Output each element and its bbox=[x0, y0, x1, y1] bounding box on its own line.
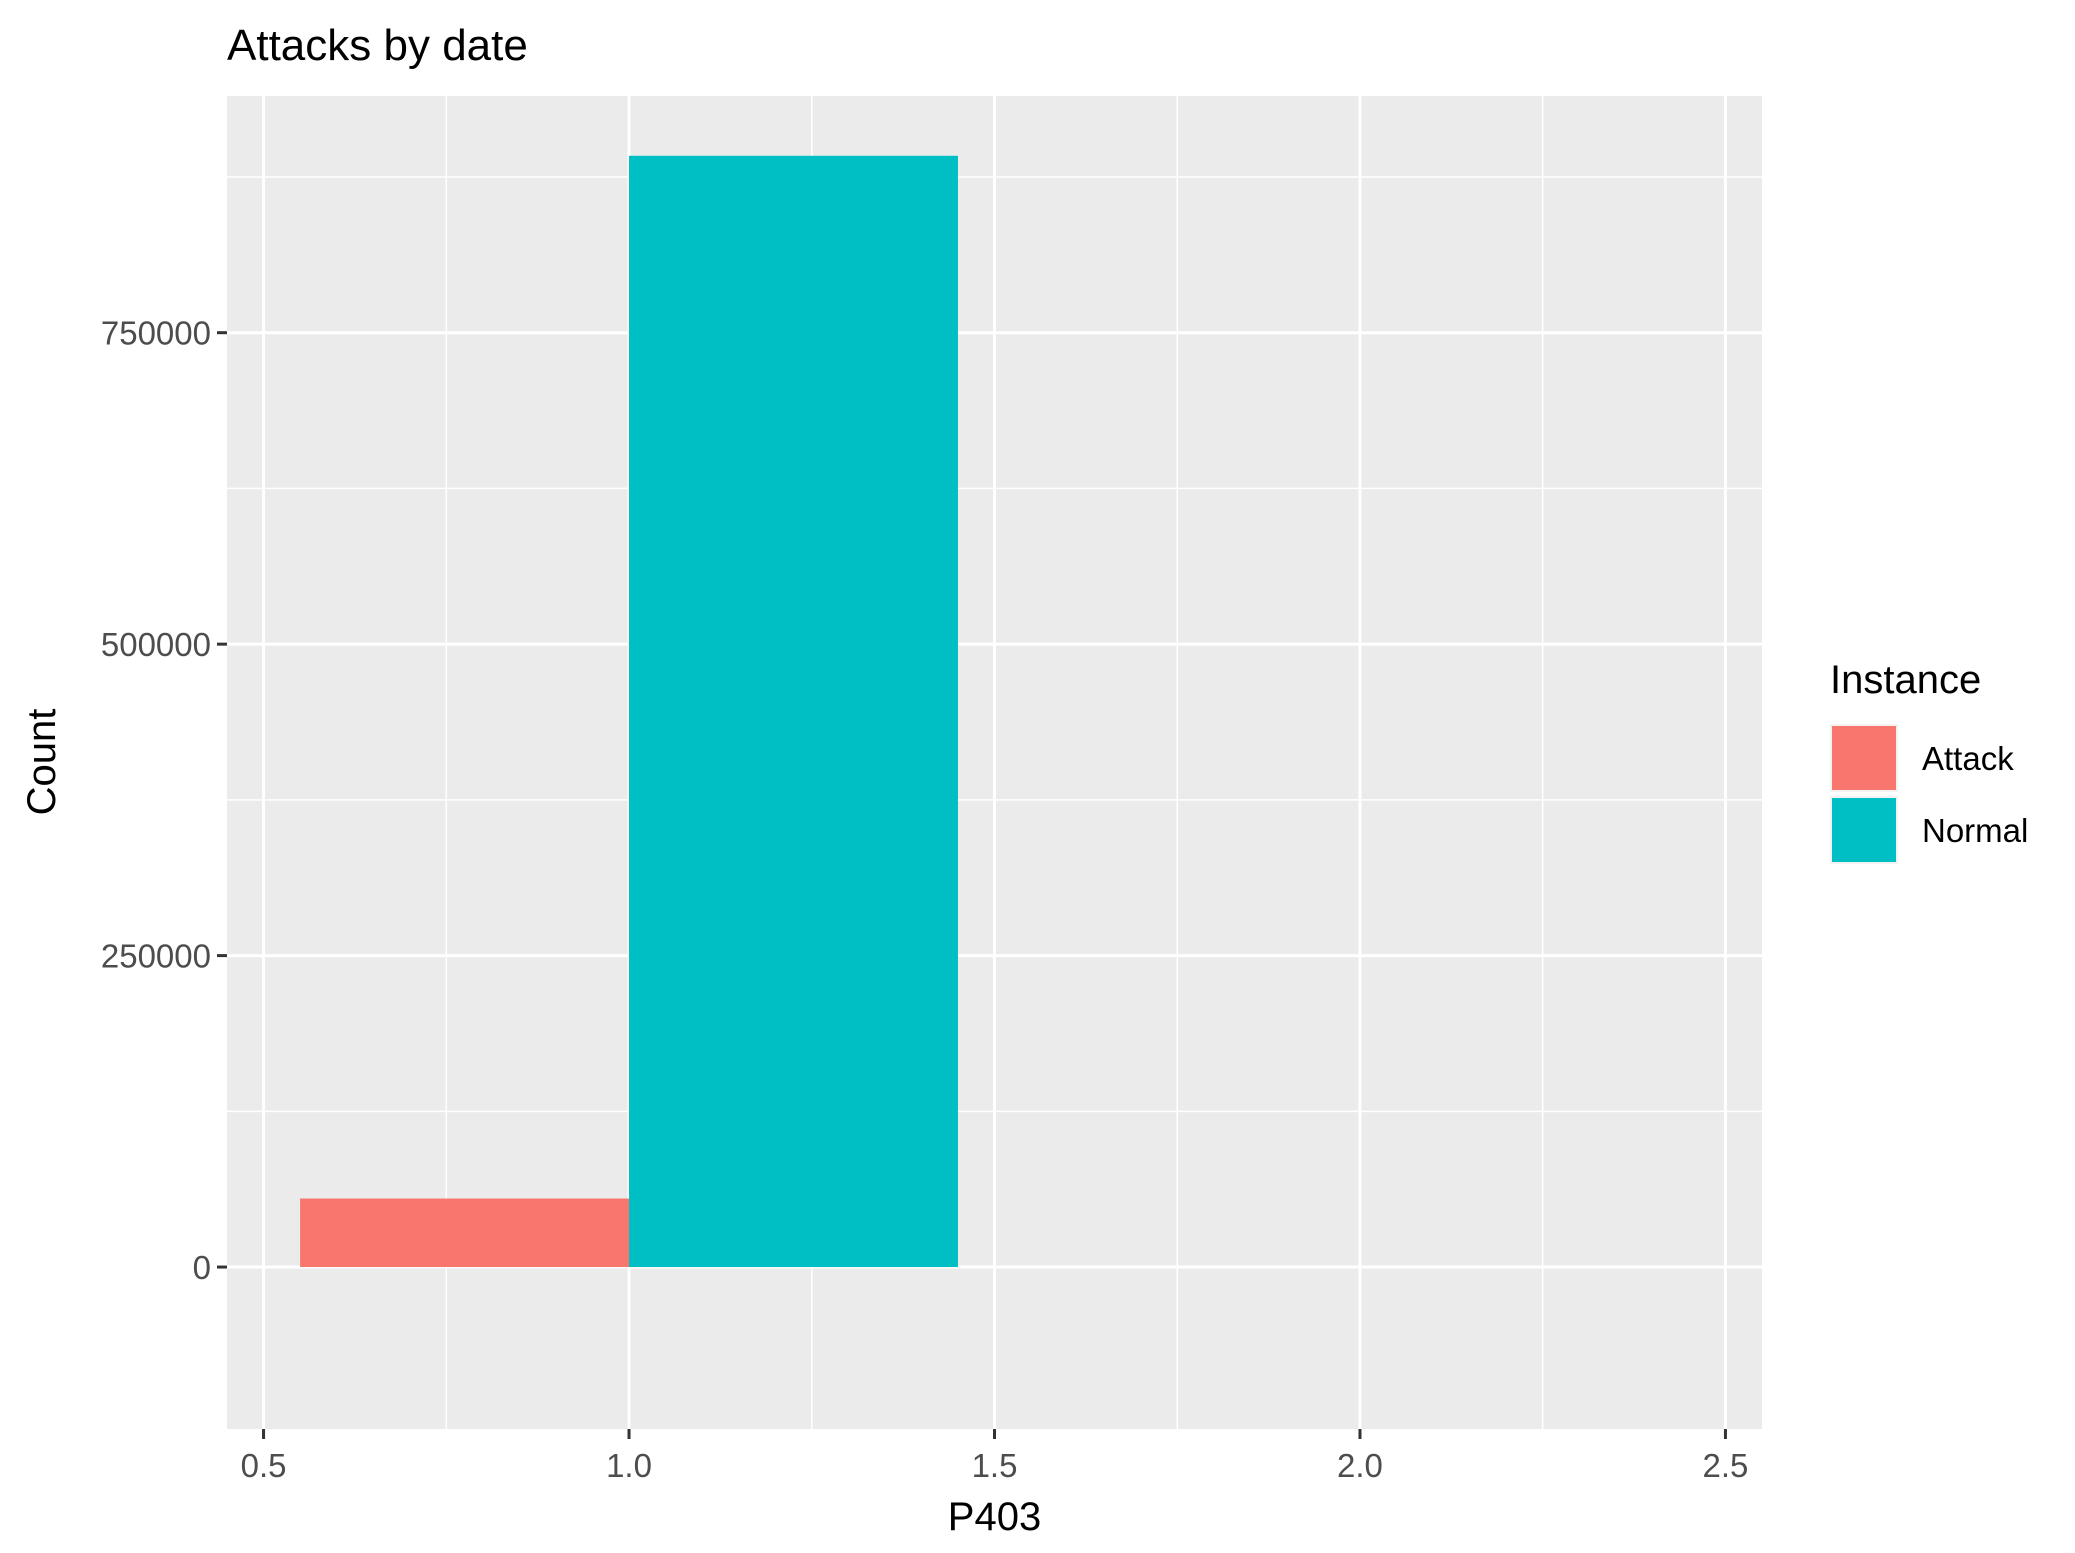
legend-title: Instance bbox=[1830, 658, 1981, 702]
y-tick-label: 0 bbox=[193, 1249, 211, 1286]
legend-swatch-normal bbox=[1832, 798, 1896, 862]
y-tick-label: 500000 bbox=[101, 626, 211, 663]
x-tick-label: 2.0 bbox=[1337, 1447, 1383, 1484]
bar-attack bbox=[300, 1198, 630, 1268]
legend-label-attack: Attack bbox=[1922, 740, 2014, 777]
y-axis-label: Count bbox=[20, 709, 64, 816]
axes: 0.5 1.0 1.5 2.0 2.5 0 250000 500000 750000 bbox=[101, 315, 1749, 1484]
legend: Instance Attack Normal bbox=[1830, 658, 2028, 864]
x-tick-label: 2.5 bbox=[1703, 1447, 1749, 1484]
x-axis-label: P403 bbox=[948, 1495, 1041, 1539]
legend-label-normal: Normal bbox=[1922, 812, 2028, 849]
bar-normal bbox=[629, 155, 958, 1268]
bars bbox=[300, 155, 958, 1268]
x-tick-label: 1.5 bbox=[972, 1447, 1018, 1484]
legend-swatch-attack bbox=[1832, 726, 1896, 790]
y-tick-label: 250000 bbox=[101, 938, 211, 975]
y-tick-label: 750000 bbox=[101, 315, 211, 352]
x-tick-label: 1.0 bbox=[606, 1447, 652, 1484]
x-tick-label: 0.5 bbox=[241, 1447, 287, 1484]
chart-title: Attacks by date bbox=[227, 21, 528, 70]
